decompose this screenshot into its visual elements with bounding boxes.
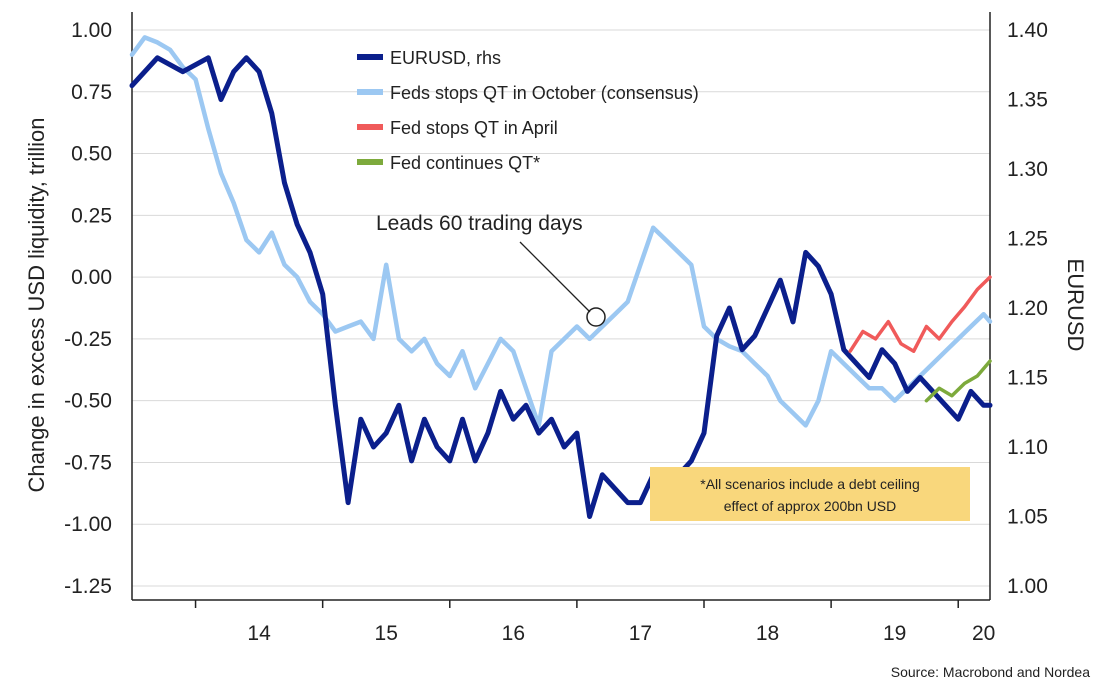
x-tick-label: 19 <box>883 622 906 645</box>
y2-tick-label: 1.15 <box>1007 367 1048 390</box>
tick-labels: 1.00 0.75 0.50 0.25 0.00 -0.25 -0.50 -0.75 -1.00… <box>64 19 1048 645</box>
legend-label: Fed stops QT in April <box>390 118 558 138</box>
annotation-leader-line <box>519 241 591 313</box>
y2-tick-label: 1.35 <box>1007 89 1048 112</box>
source-text: Source: Macrobond and Nordea <box>891 664 1090 680</box>
y-tick-label: 1.00 <box>71 19 112 42</box>
y-tick-label: -0.75 <box>64 451 112 474</box>
x-tick-label: 17 <box>629 622 652 645</box>
legend-label: Feds stops QT in October (consensus) <box>390 83 699 103</box>
y-tick-label: 0.75 <box>71 81 112 104</box>
note-line-1: *All scenarios include a debt ceiling <box>700 476 919 492</box>
x-tick-label: 14 <box>247 622 271 645</box>
axes <box>131 12 991 608</box>
legend-label: EURUSD, rhs <box>390 48 501 68</box>
note-line-2: effect of approx 200bn USD <box>724 498 897 514</box>
note-background <box>650 467 970 521</box>
y-axis-title: Change in excess USD liquidity, trillion <box>24 118 49 493</box>
y-tick-label: 0.00 <box>71 266 112 289</box>
annotation-text: Leads 60 trading days <box>376 212 583 235</box>
y2-axis-title: EURUSD <box>1063 259 1088 352</box>
y-tick-label: -1.25 <box>64 575 112 598</box>
legend: EURUSD, rhs Feds stops QT in October (con… <box>357 48 699 173</box>
series-line-1 <box>129 35 993 428</box>
series-line-2 <box>848 275 992 353</box>
annotation-circle <box>586 307 606 327</box>
y-tick-label: -1.00 <box>64 513 112 536</box>
note-box: *All scenarios include a debt ceiling ef… <box>650 467 970 521</box>
x-tick-label: 16 <box>502 622 525 645</box>
y-tick-label: -0.25 <box>64 328 112 351</box>
y-tick-label: 0.25 <box>71 204 112 227</box>
series-group <box>129 35 993 519</box>
x-tick-label: 15 <box>375 622 398 645</box>
series-line-0 <box>129 55 993 519</box>
x-tick-label: 20 <box>972 622 995 645</box>
y2-tick-label: 1.20 <box>1007 297 1048 320</box>
y2-tick-label: 1.30 <box>1007 158 1048 181</box>
y2-tick-label: 1.00 <box>1007 575 1048 598</box>
y2-tick-label: 1.40 <box>1007 19 1048 42</box>
y2-tick-label: 1.05 <box>1007 506 1048 529</box>
y2-tick-label: 1.25 <box>1007 228 1048 251</box>
x-tick-label: 18 <box>756 622 779 645</box>
y2-tick-label: 1.10 <box>1007 436 1048 459</box>
y-tick-label: -0.50 <box>64 390 112 413</box>
series-line-3 <box>924 359 992 403</box>
legend-label: Fed continues QT* <box>390 153 540 173</box>
y-tick-label: 0.50 <box>71 143 112 166</box>
annotation: Leads 60 trading days <box>376 212 606 327</box>
